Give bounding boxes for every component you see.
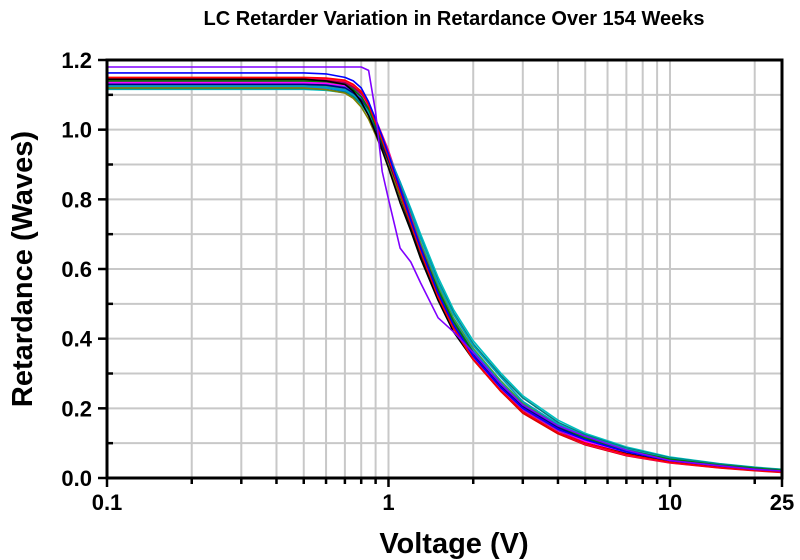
series-line-week-06 <box>107 81 783 473</box>
y-axis-label: Retardance (Waves) <box>7 131 39 407</box>
series-line-week-04 <box>107 78 783 473</box>
series-line-week-03 <box>107 76 783 473</box>
x-tick-label: 1 <box>382 490 394 515</box>
x-tick-label: 25 <box>770 490 794 515</box>
series-line-week-01 <box>107 66 783 472</box>
series-line-week-13 <box>107 82 783 473</box>
y-tick-labels: 0.0 0.2 0.4 0.6 0.8 1.0 1.2 <box>61 48 92 491</box>
x-tick-label: 0.1 <box>92 490 123 515</box>
y-tick-label: 0.0 <box>61 466 92 491</box>
series-line-week-10 <box>107 79 783 473</box>
series-line-week-08 <box>107 83 783 472</box>
y-tick-label: 0.6 <box>61 257 92 282</box>
series-line-week-16 <box>107 86 783 472</box>
y-tick-label: 1.2 <box>61 48 92 73</box>
series-line-week-20 <box>107 80 783 473</box>
series-layer <box>107 66 783 474</box>
series-line-week-05 <box>107 80 783 472</box>
y-tick-label: 0.8 <box>61 187 92 212</box>
series-line-week-19 <box>107 88 783 471</box>
series-line-week-09 <box>107 87 783 472</box>
series-line-week-18 <box>107 78 783 474</box>
series-line-week-11 <box>107 87 783 471</box>
series-line-week-17 <box>107 81 783 472</box>
y-tick-label: 0.4 <box>61 327 92 352</box>
series-line-week-02 <box>107 72 783 472</box>
chart-title: LC Retarder Variation in Retardance Over… <box>204 8 705 30</box>
x-tick-labels: 0.1 1 10 25 <box>92 490 795 515</box>
series-line-week-15 <box>107 80 783 473</box>
series-line-week-14 <box>107 84 783 471</box>
x-tick-label: 10 <box>658 490 682 515</box>
series-line-week-12 <box>107 77 783 473</box>
y-tick-label: 0.2 <box>61 396 92 421</box>
x-axis-label: Voltage (V) <box>379 528 528 560</box>
series-line-week-07 <box>107 85 783 472</box>
gridlines <box>107 60 782 478</box>
axis-ticks <box>98 58 784 487</box>
y-tick-label: 1.0 <box>61 118 92 143</box>
